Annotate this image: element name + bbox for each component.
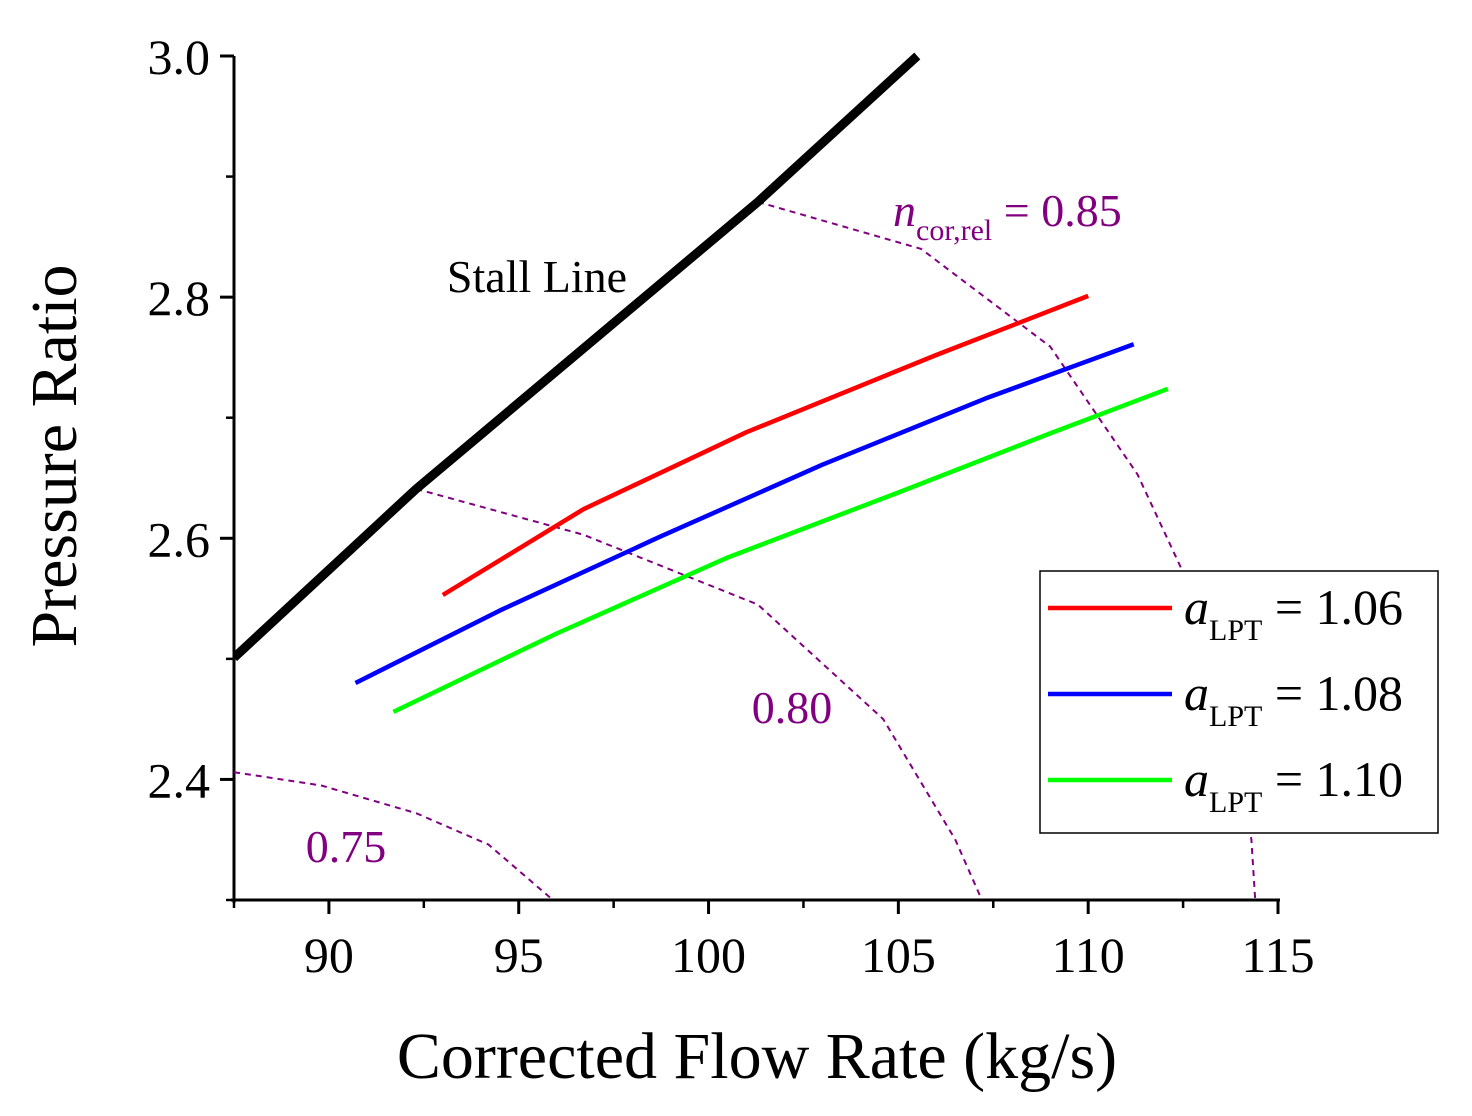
legend-value: = 1.08 bbox=[1262, 665, 1403, 721]
legend-value: = 1.06 bbox=[1262, 579, 1403, 635]
legend-symbol: a bbox=[1184, 665, 1209, 721]
speed-label-075: 0.75 bbox=[306, 821, 387, 872]
speed-label-var: n bbox=[893, 185, 916, 236]
x-tick-label: 95 bbox=[494, 927, 544, 983]
y-tick-label: 3.0 bbox=[148, 29, 211, 85]
x-tick-label: 115 bbox=[1241, 927, 1314, 983]
plot-group bbox=[234, 52, 1257, 900]
legend-label-1: aLPT = 1.06 bbox=[1184, 579, 1403, 647]
x-axis-label: Corrected Flow Rate (kg/s) bbox=[397, 1020, 1117, 1093]
legend-value: = 1.10 bbox=[1262, 751, 1403, 807]
legend-subscript: LPT bbox=[1209, 786, 1262, 819]
speed-label-sub: cor,rel bbox=[916, 214, 992, 247]
series-line-2 bbox=[354, 342, 1135, 686]
y-tick-label: 2.6 bbox=[148, 511, 211, 567]
y-axis-label: Pressure Ratio bbox=[18, 264, 91, 647]
speed-label-080: 0.80 bbox=[752, 682, 833, 733]
y-tick-label: 2.4 bbox=[148, 752, 211, 808]
legend-label-3: aLPT = 1.10 bbox=[1184, 751, 1403, 819]
x-tick-label: 105 bbox=[861, 927, 936, 983]
legend-label-2: aLPT = 1.08 bbox=[1184, 665, 1403, 733]
x-tick-label: 110 bbox=[1052, 927, 1125, 983]
legend-subscript: LPT bbox=[1209, 700, 1262, 733]
stall-line bbox=[234, 52, 921, 662]
plot-lines bbox=[234, 52, 1257, 900]
legend-subscript: LPT bbox=[1209, 614, 1262, 647]
speed-line-1 bbox=[234, 771, 554, 900]
stall-line-label: Stall Line bbox=[447, 251, 627, 302]
annotations: Stall Line 0.75 0.80 ncor,rel = 0.85 bbox=[306, 185, 1122, 872]
y-tick-label: 2.8 bbox=[148, 270, 211, 326]
x-tick-label: 90 bbox=[304, 927, 354, 983]
legend-box bbox=[1039, 570, 1439, 834]
series-line-1 bbox=[441, 293, 1090, 597]
speed-label-value: = 0.85 bbox=[992, 185, 1121, 236]
series-line-3 bbox=[392, 386, 1169, 714]
axes: 90 95 100 105 110 115 2.4 2.6 2.8 3.0 bbox=[148, 29, 1315, 983]
speed-line-2 bbox=[415, 487, 983, 900]
x-tick-label: 100 bbox=[671, 927, 746, 983]
legend-symbol: a bbox=[1184, 579, 1209, 635]
speed-label-085: ncor,rel = 0.85 bbox=[893, 185, 1122, 247]
legend-symbol: a bbox=[1184, 751, 1209, 807]
